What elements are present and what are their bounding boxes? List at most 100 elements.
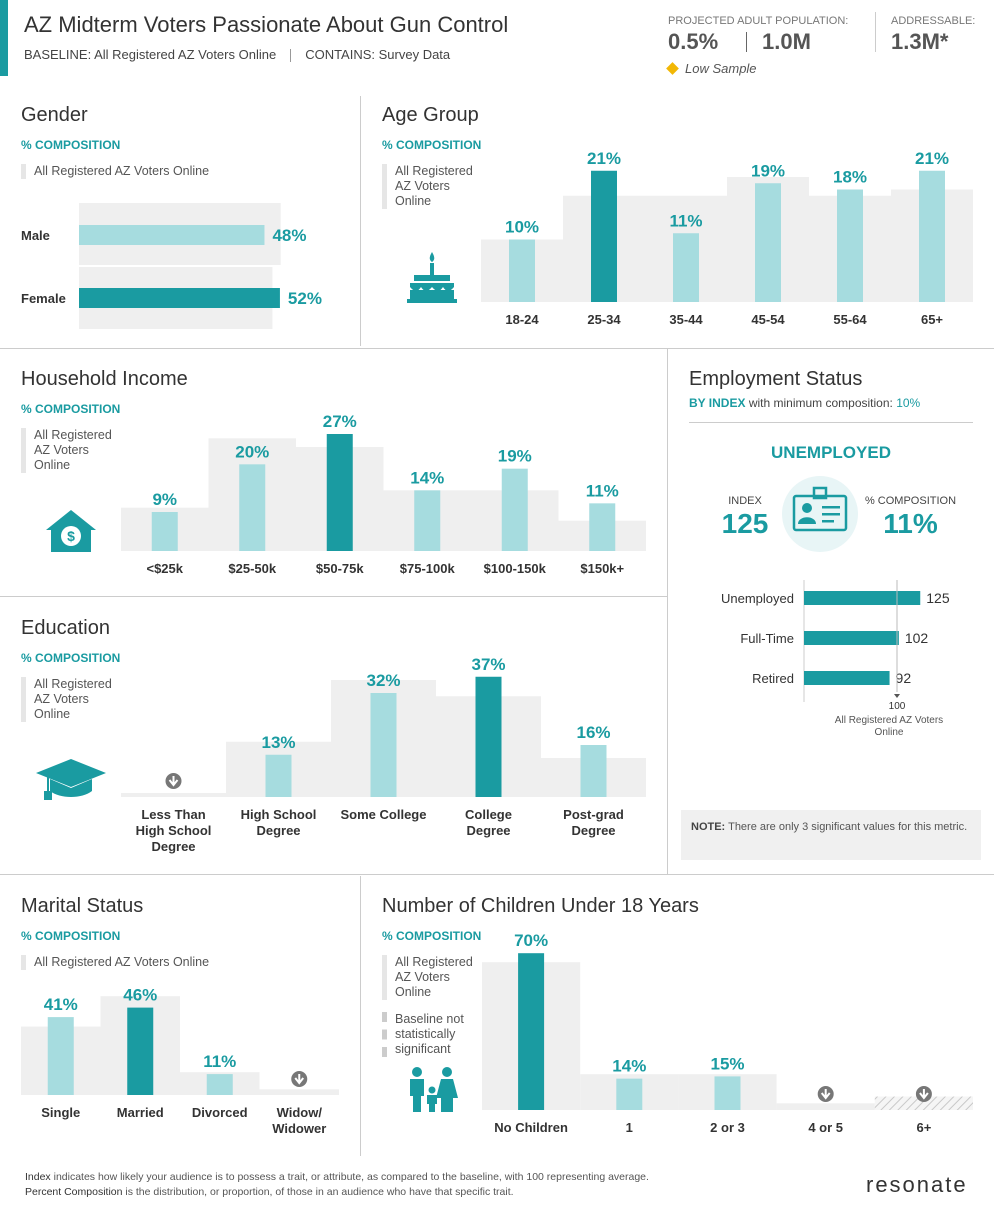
low-sample-indicator: Low Sample bbox=[666, 61, 757, 76]
education-value-label: 13% bbox=[261, 733, 295, 752]
employment-bar bbox=[804, 631, 899, 645]
down-arrow-circle-icon bbox=[915, 1086, 932, 1102]
marital-composition-label: % COMPOSITION bbox=[21, 929, 121, 943]
employment-bar bbox=[804, 591, 921, 605]
marital-title: Marital Status bbox=[21, 895, 144, 917]
employment-index-label: INDEX bbox=[728, 495, 762, 507]
children-baseline-bar bbox=[776, 1103, 875, 1110]
children-legend-not-sig-l2: statistically bbox=[395, 1027, 456, 1041]
education-legend-l3: Online bbox=[34, 707, 71, 721]
education-composition-label: % COMPOSITION bbox=[21, 651, 121, 665]
down-arrow-circle-icon bbox=[291, 1071, 308, 1087]
income-category-label: <$25k bbox=[146, 561, 183, 576]
footer-index-term: Index bbox=[25, 1171, 51, 1183]
income-value-label: 9% bbox=[152, 490, 177, 509]
children-legend-l1: All Registered bbox=[395, 955, 473, 969]
income-composition-label: % COMPOSITION bbox=[21, 402, 121, 416]
income-value-label: 27% bbox=[323, 412, 357, 431]
children-title: Number of Children Under 18 Years bbox=[382, 895, 699, 917]
marital-bar bbox=[47, 1017, 74, 1095]
age-bar bbox=[673, 233, 699, 302]
marital-bar bbox=[206, 1074, 233, 1095]
marital-legend: All Registered AZ Voters Online bbox=[21, 955, 209, 970]
employment-value-label: 92 bbox=[896, 670, 912, 686]
age-legend: All Registered AZ Voters Online bbox=[382, 164, 473, 209]
education-category-label: Post-grad bbox=[563, 807, 624, 822]
children-composition-label: % COMPOSITION bbox=[382, 929, 482, 943]
age-value-label: 11% bbox=[669, 211, 702, 230]
income-category-label: $75-100k bbox=[400, 561, 456, 576]
education-bar bbox=[475, 676, 502, 797]
education-category-label: Degree bbox=[466, 823, 510, 838]
employment-subtitle-value: 10% bbox=[896, 396, 921, 410]
age-bar bbox=[837, 189, 863, 302]
children-value-label: 70% bbox=[514, 931, 548, 950]
employment-bar bbox=[804, 671, 890, 685]
age-category-label: 18-24 bbox=[505, 312, 539, 327]
id-badge-icon bbox=[782, 476, 858, 552]
footer-definitions: Index indicates how likely your audience… bbox=[25, 1170, 805, 1200]
income-value-label: 14% bbox=[410, 468, 444, 487]
age-bar bbox=[755, 183, 781, 302]
education-bar bbox=[370, 693, 397, 797]
graduation-cap-icon bbox=[36, 759, 106, 800]
employment-index-value: 125 bbox=[721, 508, 769, 539]
education-category-label: Some College bbox=[341, 807, 427, 822]
income-category-label: $100-150k bbox=[484, 561, 547, 576]
income-bar bbox=[239, 464, 266, 551]
down-arrow-circle-icon bbox=[165, 773, 182, 789]
education-category-label: Less Than bbox=[141, 807, 205, 822]
employment-note: NOTE: There are only 3 significant value… bbox=[681, 810, 981, 860]
education-title: Education bbox=[21, 617, 110, 639]
age-value-label: 21% bbox=[915, 149, 949, 168]
header-accent-bar bbox=[0, 0, 8, 76]
employment-category-label: Retired bbox=[752, 671, 794, 686]
education-category-label: High School bbox=[241, 807, 317, 822]
marital-bar bbox=[127, 1007, 154, 1095]
age-bar bbox=[591, 170, 617, 302]
children-bar bbox=[518, 953, 545, 1110]
education-value-label: 37% bbox=[471, 655, 505, 674]
employment-chart: Unemployed 125 Full-Time 102 Retired 92 100 All… bbox=[721, 580, 950, 738]
age-composition-label: % COMPOSITION bbox=[382, 138, 482, 152]
projected-population-label: PROJECTED ADULT POPULATION: bbox=[668, 15, 849, 27]
children-legend-l3: Online bbox=[395, 985, 432, 999]
age-legend-l3: Online bbox=[395, 194, 432, 208]
page-title: AZ Midterm Voters Passionate About Gun C… bbox=[24, 12, 509, 37]
birthday-cake-icon bbox=[407, 252, 457, 303]
employment-comp-value: 11% bbox=[883, 508, 938, 539]
income-title: Household Income bbox=[21, 368, 188, 390]
education-legend-l2: AZ Voters bbox=[34, 692, 89, 706]
employment-category-label: Full-Time bbox=[740, 631, 794, 646]
income-category-label: $150k+ bbox=[580, 561, 624, 576]
gender-legend: All Registered AZ Voters Online bbox=[21, 164, 209, 179]
footer-index-text: indicates how likely your audience is to… bbox=[53, 1171, 649, 1183]
employment-subtitle-prefix: BY INDEX bbox=[689, 396, 746, 410]
children-bar bbox=[616, 1078, 643, 1110]
down-arrow-circle-icon bbox=[817, 1086, 834, 1102]
children-legend-not-sig-l1: Baseline not bbox=[395, 1012, 464, 1026]
education-category-label: High School bbox=[136, 823, 212, 838]
addressable-value: 1.3M* bbox=[891, 29, 949, 54]
employment-value-label: 125 bbox=[926, 590, 950, 606]
age-legend-l2: AZ Voters bbox=[395, 179, 450, 193]
income-bar bbox=[589, 503, 616, 551]
education-bar bbox=[265, 754, 292, 797]
children-chart: 70% No Children 14% 1 15% 2 or 3 4 or 5 6+ bbox=[482, 931, 973, 1135]
children-category-label: 2 or 3 bbox=[710, 1120, 745, 1135]
children-category-label: 6+ bbox=[916, 1120, 931, 1135]
education-category-label: Degree bbox=[151, 839, 195, 854]
footer-comp-text: is the distribution, or proportion, of t… bbox=[125, 1186, 514, 1198]
resonate-logo: resonate bbox=[866, 1172, 968, 1197]
employment-baseline-name-l1: All Registered AZ Voters bbox=[835, 715, 943, 726]
gender-bar-female bbox=[79, 288, 280, 308]
age-legend-l1: All Registered bbox=[395, 164, 473, 178]
marital-category-label: Widower bbox=[272, 1121, 326, 1136]
marital-value-label: 41% bbox=[44, 995, 78, 1014]
marital-category-label: Married bbox=[117, 1105, 164, 1120]
children-bar bbox=[714, 1076, 741, 1110]
education-legend-l1: All Registered bbox=[34, 677, 112, 691]
age-category-label: 35-44 bbox=[669, 312, 703, 327]
age-category-label: 65+ bbox=[921, 312, 943, 327]
